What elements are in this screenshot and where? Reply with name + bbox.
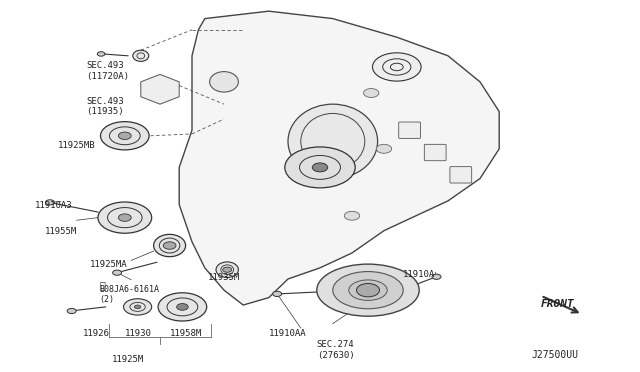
FancyBboxPatch shape <box>424 144 446 161</box>
Circle shape <box>344 211 360 220</box>
Text: SEC.493
(11935): SEC.493 (11935) <box>86 97 124 116</box>
Circle shape <box>177 304 188 310</box>
Text: SEC.493
(11720A): SEC.493 (11720A) <box>86 61 129 81</box>
Ellipse shape <box>216 262 238 278</box>
Text: Ⓑ: Ⓑ <box>99 280 105 290</box>
Text: FRONT: FRONT <box>541 299 575 310</box>
Text: 11910AA: 11910AA <box>269 329 307 338</box>
Ellipse shape <box>349 280 387 301</box>
Circle shape <box>364 89 379 97</box>
Ellipse shape <box>154 234 186 257</box>
Circle shape <box>158 293 207 321</box>
Text: 11955M: 11955M <box>45 227 77 236</box>
Ellipse shape <box>364 278 417 306</box>
Circle shape <box>312 163 328 172</box>
Circle shape <box>45 200 54 205</box>
Polygon shape <box>141 74 179 104</box>
Circle shape <box>376 144 392 153</box>
Ellipse shape <box>133 50 149 61</box>
Text: 11910A3: 11910A3 <box>35 201 73 210</box>
FancyBboxPatch shape <box>399 122 420 138</box>
Circle shape <box>67 308 76 314</box>
Ellipse shape <box>333 272 403 309</box>
Text: SEC.274
(27630): SEC.274 (27630) <box>317 340 355 360</box>
Text: 11958M: 11958M <box>170 329 202 338</box>
Text: B08JA6-6161A
(2): B08JA6-6161A (2) <box>99 285 159 304</box>
Polygon shape <box>179 11 499 305</box>
Circle shape <box>134 305 141 309</box>
Circle shape <box>432 274 441 279</box>
Text: 11925M: 11925M <box>112 355 144 364</box>
Circle shape <box>118 214 131 221</box>
Ellipse shape <box>317 264 419 316</box>
FancyBboxPatch shape <box>450 167 472 183</box>
Circle shape <box>124 299 152 315</box>
Text: J27500UU: J27500UU <box>531 350 578 360</box>
Ellipse shape <box>210 71 239 92</box>
Circle shape <box>98 202 152 233</box>
Circle shape <box>100 122 149 150</box>
Circle shape <box>163 242 176 249</box>
Text: 11925MA: 11925MA <box>90 260 127 269</box>
Text: 11935M: 11935M <box>208 273 240 282</box>
Text: 11925MB: 11925MB <box>58 141 95 150</box>
Circle shape <box>118 132 131 140</box>
Circle shape <box>356 283 380 297</box>
Circle shape <box>223 267 232 272</box>
Text: 11930: 11930 <box>125 329 152 338</box>
Text: 11926: 11926 <box>83 329 110 338</box>
Circle shape <box>285 147 355 188</box>
Text: 11910A: 11910A <box>403 270 435 279</box>
Circle shape <box>273 291 282 296</box>
Circle shape <box>372 53 421 81</box>
Ellipse shape <box>288 104 378 179</box>
Circle shape <box>97 52 105 56</box>
Circle shape <box>113 270 122 275</box>
